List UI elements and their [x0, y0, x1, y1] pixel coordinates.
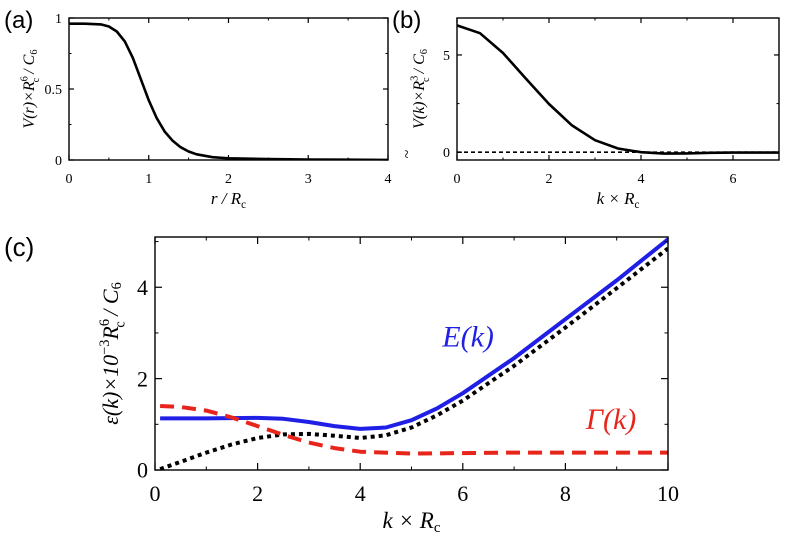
y-axis-label: V(r)×R6c / C6	[20, 49, 42, 128]
y-axis-label-part: ε(k)×10	[98, 355, 123, 425]
x-tick-label: 8	[560, 481, 571, 506]
x-tick-label: 6	[457, 481, 468, 506]
x-tick-label: 0	[454, 172, 461, 187]
y-axis-label-superscript: 3	[410, 76, 421, 81]
y-axis-label-subscript: 6	[109, 282, 125, 289]
x-tick-label: 0	[66, 172, 73, 187]
x-axis-label-subscript: c	[241, 199, 246, 211]
plot-frame	[456, 17, 780, 161]
y-axis-label-part: / C	[98, 289, 123, 321]
y-axis-label-superscript: −3	[97, 340, 113, 355]
y-tick-label: 0	[55, 154, 62, 169]
x-tick-label: 4	[638, 172, 645, 187]
x-axis-label-main: k × R	[383, 508, 434, 533]
x-axis-label-subscript: c	[434, 520, 441, 536]
y-tick-label: 1	[55, 12, 62, 27]
x-axis-label: r / Rc	[211, 189, 246, 211]
x-tick-label: 4	[355, 481, 366, 506]
series-line-2	[160, 404, 668, 456]
y-axis-label: ε(k)×10−3R6c / C6	[97, 282, 128, 424]
panel-label: (b)	[392, 7, 421, 34]
y-axis-label-superscript: 6	[20, 76, 31, 81]
y-axis-label-part: / C	[411, 54, 428, 77]
x-axis-label-main: r / R	[211, 189, 242, 208]
x-axis-label: k × Rc	[597, 189, 640, 211]
y-tick-label: 4	[137, 275, 148, 300]
y-tick-label: 2	[137, 366, 148, 391]
y-axis-label-part: V(r)×R	[21, 81, 38, 128]
series-line-1	[159, 246, 668, 470]
x-axis-label-main: k × R	[597, 189, 636, 208]
y-axis-label-superscript: 6	[97, 319, 113, 326]
series-line-0	[160, 237, 668, 431]
y-axis-label-subscript: c	[113, 321, 129, 327]
y-axis-label-subscript: 6	[29, 49, 40, 54]
x-tick-label: 1	[145, 172, 152, 187]
y-axis-label-tilde: ~	[399, 149, 416, 158]
x-tick-label: 2	[252, 481, 263, 506]
y-tick-label: 0.5	[45, 83, 63, 98]
series-line-0	[69, 22, 388, 160]
panel-label: (c)	[4, 232, 34, 262]
series-line-0	[457, 24, 779, 155]
x-tick-label: 3	[305, 172, 312, 187]
x-axis-label-subscript: c	[635, 199, 640, 211]
y-tick-label: 5	[443, 49, 450, 64]
panel-label: (a)	[4, 7, 33, 34]
x-tick-label: 6	[730, 172, 737, 187]
plot-frame	[68, 17, 389, 161]
series-annotation: E(k)	[441, 321, 494, 354]
y-axis-label-part: R	[98, 326, 123, 341]
y-axis-label-subscript: c	[421, 77, 432, 82]
x-tick-label: 0	[150, 481, 161, 506]
series-annotation: Γ(k)	[585, 403, 636, 436]
y-axis-label-part: V(k)×R	[411, 81, 428, 129]
y-axis-label-subscript: c	[31, 77, 42, 82]
y-axis-label: V(k)×R3c / C6	[410, 49, 432, 129]
x-tick-label: 2	[225, 172, 232, 187]
x-axis-label: k × Rc	[383, 508, 441, 536]
x-tick-label: 4	[385, 172, 392, 187]
chart-panel-a: (a)0 1 2 3 400.51r / RcV(r)×R6c / C6	[4, 7, 392, 211]
x-tick-label: 2	[546, 172, 553, 187]
y-axis-label-subscript: 6	[419, 49, 430, 54]
y-tick-label: 0	[443, 146, 450, 161]
y-tick-label: 0	[137, 458, 148, 483]
x-tick-label: 10	[657, 481, 679, 506]
y-axis-label-part: / C	[21, 54, 38, 77]
